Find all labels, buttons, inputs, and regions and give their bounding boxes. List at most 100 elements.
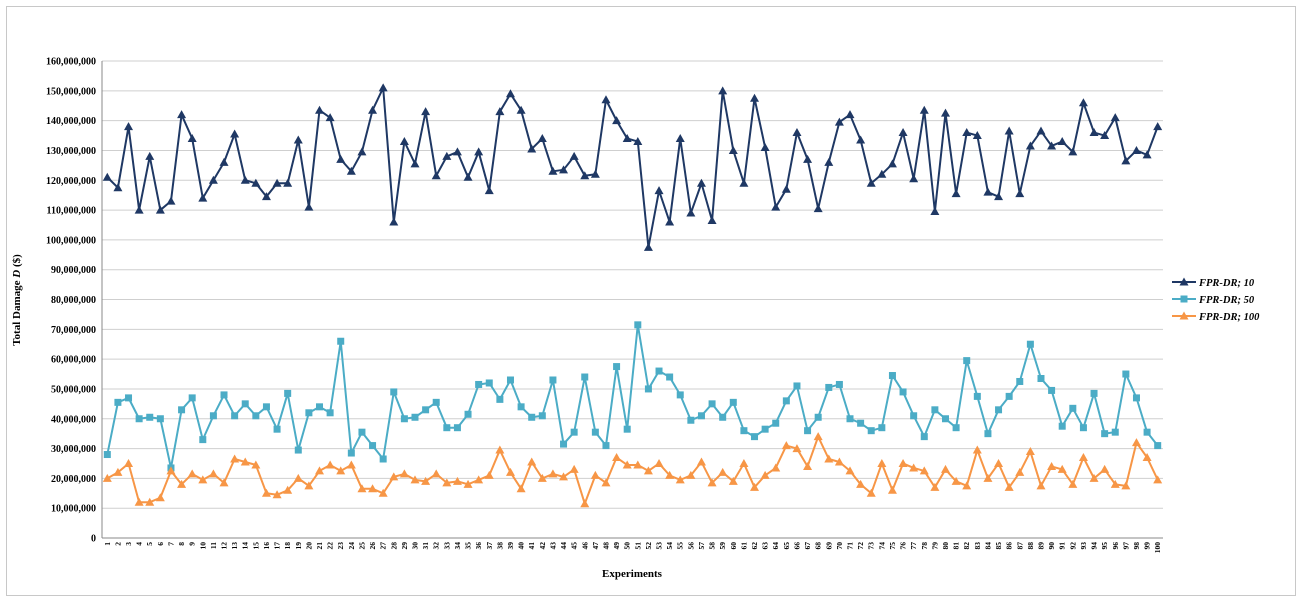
series-line bbox=[106, 435, 1159, 505]
data-point bbox=[1015, 189, 1025, 198]
x-tick-label: 45 bbox=[570, 542, 579, 550]
data-point bbox=[1121, 481, 1131, 490]
x-tick-label: 42 bbox=[538, 542, 547, 550]
data-point bbox=[983, 187, 993, 196]
data-point bbox=[994, 192, 1004, 201]
data-point bbox=[411, 413, 419, 421]
data-point bbox=[304, 202, 314, 211]
data-point bbox=[113, 467, 123, 476]
data-point bbox=[739, 178, 749, 187]
data-point bbox=[134, 205, 144, 214]
data-point bbox=[708, 400, 716, 408]
data-point bbox=[155, 493, 165, 502]
data-point bbox=[241, 400, 249, 408]
y-tick-label: 90,000,000 bbox=[51, 265, 96, 276]
x-tick-label: 40 bbox=[517, 542, 526, 550]
data-point bbox=[612, 116, 622, 125]
data-point bbox=[1079, 424, 1087, 432]
data-point bbox=[1068, 147, 1078, 156]
data-point bbox=[484, 470, 494, 479]
line-chart: 0 10,000,000 20,000,000 30,000,000 40,000,00… bbox=[11, 57, 1260, 581]
data-point bbox=[326, 409, 334, 417]
data-point bbox=[431, 469, 441, 478]
data-point bbox=[792, 444, 802, 453]
data-point bbox=[452, 476, 462, 485]
data-point bbox=[527, 457, 537, 466]
data-point bbox=[1057, 464, 1067, 473]
x-tick-label: 22 bbox=[326, 542, 335, 550]
x-tick-label: 85 bbox=[994, 542, 1003, 550]
data-point bbox=[834, 457, 844, 466]
data-point bbox=[400, 415, 408, 423]
data-point bbox=[1025, 447, 1035, 456]
data-point bbox=[834, 117, 844, 126]
x-tick-label: 21 bbox=[315, 542, 324, 550]
x-tick-label: 27 bbox=[379, 542, 388, 550]
data-point bbox=[548, 469, 558, 478]
legend-label: FPR-DR; 50 bbox=[1198, 295, 1255, 306]
data-point bbox=[485, 379, 493, 387]
data-point bbox=[516, 105, 526, 114]
y-tick-label: 160,000,000 bbox=[46, 57, 96, 68]
x-tick-label: 4 bbox=[135, 542, 144, 546]
data-point bbox=[995, 406, 1003, 414]
data-point bbox=[155, 205, 165, 214]
data-point bbox=[590, 169, 600, 178]
data-point bbox=[899, 388, 907, 396]
x-tick-label: 16 bbox=[262, 542, 271, 550]
x-tick-label: 93 bbox=[1079, 542, 1088, 550]
data-point bbox=[1069, 404, 1077, 412]
data-point bbox=[517, 403, 525, 411]
data-point bbox=[453, 424, 461, 432]
data-point bbox=[379, 455, 387, 463]
data-point bbox=[570, 428, 578, 436]
x-tick-label: 64 bbox=[771, 542, 780, 550]
data-point bbox=[145, 151, 155, 160]
x-tick-label: 44 bbox=[559, 542, 568, 550]
x-tick-label: 70 bbox=[835, 542, 844, 550]
data-point bbox=[537, 134, 547, 143]
x-tick-label: 56 bbox=[686, 542, 695, 550]
data-point bbox=[590, 470, 600, 479]
data-point bbox=[613, 363, 621, 371]
data-point bbox=[1026, 340, 1034, 348]
data-point bbox=[580, 499, 590, 508]
data-point bbox=[665, 217, 675, 226]
data-point bbox=[528, 413, 536, 421]
data-point bbox=[272, 490, 282, 499]
data-point bbox=[474, 475, 484, 484]
data-point bbox=[1101, 430, 1109, 438]
data-point bbox=[230, 129, 240, 138]
data-point bbox=[792, 128, 802, 137]
data-point bbox=[772, 419, 780, 427]
data-point bbox=[156, 415, 164, 423]
data-point bbox=[559, 472, 569, 481]
data-point bbox=[527, 144, 537, 153]
y-tick-label: 80,000,000 bbox=[51, 295, 96, 306]
data-point bbox=[898, 458, 908, 467]
data-point bbox=[878, 424, 886, 432]
x-tick-label: 82 bbox=[962, 542, 971, 550]
data-point bbox=[1047, 461, 1057, 470]
x-tick-label: 12 bbox=[220, 542, 229, 550]
x-tick-label: 80 bbox=[941, 542, 950, 550]
data-point bbox=[537, 473, 547, 482]
data-point bbox=[687, 416, 695, 424]
x-tick-label: 32 bbox=[432, 542, 441, 550]
x-tick-label: 26 bbox=[368, 542, 377, 550]
data-point bbox=[410, 475, 420, 484]
x-tick-label: 29 bbox=[400, 542, 409, 550]
y-tick-label: 140,000,000 bbox=[46, 116, 96, 127]
x-tick-label: 58 bbox=[708, 542, 717, 550]
data-point bbox=[782, 397, 790, 405]
data-point bbox=[751, 433, 759, 441]
x-tick-label: 30 bbox=[410, 542, 419, 550]
y-tick-label: 10,000,000 bbox=[51, 504, 96, 515]
data-point bbox=[443, 424, 451, 432]
x-tick-label: 13 bbox=[230, 542, 239, 550]
data-point bbox=[336, 466, 346, 475]
data-point bbox=[389, 472, 399, 481]
data-point bbox=[750, 93, 760, 102]
x-tick-label: 87 bbox=[1015, 542, 1024, 550]
x-tick-label: 19 bbox=[294, 542, 303, 550]
